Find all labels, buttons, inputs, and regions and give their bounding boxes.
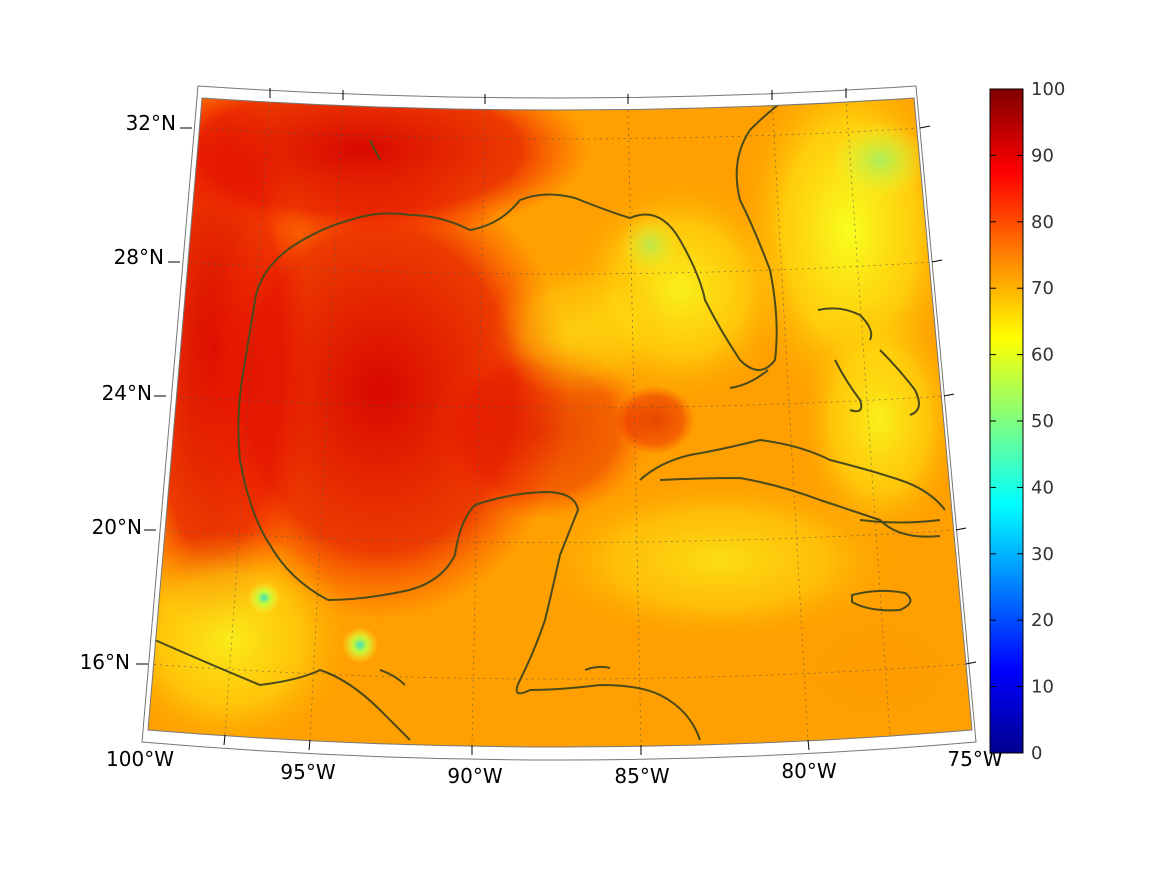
lon-label-95w: 95°W xyxy=(280,760,335,784)
frame-ticks xyxy=(136,88,977,755)
colorbar-tick-label: 100 xyxy=(1031,79,1065,100)
colorbar-tick-label: 0 xyxy=(1031,743,1042,764)
field-green-atlantic xyxy=(830,120,930,200)
coast-bahamas-2 xyxy=(834,359,863,413)
graticule xyxy=(148,98,969,746)
map-frame-inner xyxy=(147,97,973,748)
coastlines xyxy=(154,99,946,741)
colorbar-tick-label: 20 xyxy=(1031,610,1054,631)
lon-label-80w: 80°W xyxy=(781,759,836,783)
colorbar-tick-label: 50 xyxy=(1031,411,1054,432)
coast-honduras-islands xyxy=(584,665,611,671)
coast-bahamas-3 xyxy=(879,349,920,416)
coast-hispaniola xyxy=(859,519,941,524)
field-green-gulf xyxy=(620,215,680,275)
lat-label-32n: 32°N xyxy=(126,111,176,135)
lon-label-90w: 90°W xyxy=(447,764,502,788)
map-frame-outer xyxy=(141,85,977,761)
field-yellow-sw xyxy=(148,530,350,747)
lon-label-85w: 85°W xyxy=(614,764,669,788)
field-yellow-central xyxy=(540,480,900,640)
lat-label-16n: 16°N xyxy=(80,650,130,674)
lon-label-100w: 100°W xyxy=(106,747,174,771)
coast-jamaica xyxy=(851,589,912,612)
coast-pacific xyxy=(154,639,411,741)
map-panel xyxy=(148,98,972,747)
field-yellow-bahamas xyxy=(800,300,960,540)
coast-mexico-east xyxy=(327,491,579,695)
coast-bahamas-1 xyxy=(817,307,873,341)
coast-mexico-islands xyxy=(379,669,406,686)
coast-cuba-south xyxy=(659,477,941,538)
field-yellow-yucatan xyxy=(490,260,670,400)
colorbar-tick-label: 40 xyxy=(1031,477,1054,498)
colorbar-tick-label: 30 xyxy=(1031,544,1054,565)
colorbar-tick-label: 10 xyxy=(1031,677,1054,698)
coast-lake-texas xyxy=(369,139,381,161)
field-hot-cuba xyxy=(615,385,695,455)
field-spot-2 xyxy=(342,627,378,663)
colorbar-tick-label: 70 xyxy=(1031,278,1054,299)
coast-cuba xyxy=(639,439,946,511)
coast-florida-keys xyxy=(729,369,769,389)
coast-central-america xyxy=(529,684,701,741)
lat-label-24n: 24°N xyxy=(102,381,152,405)
field-hot-north xyxy=(148,98,590,240)
colorbar-tick-label: 90 xyxy=(1031,145,1054,166)
field-spot-1 xyxy=(248,582,280,614)
lat-label-20n: 20°N xyxy=(92,515,142,539)
coast-gulf-us xyxy=(237,99,786,601)
lat-label-28n: 28°N xyxy=(114,245,164,269)
colorbar-tick-label: 60 xyxy=(1031,345,1054,366)
colorbar-tick-label: 80 xyxy=(1031,212,1054,233)
latitude-labels: 32°N 28°N 24°N 20°N 16°N xyxy=(80,111,176,674)
longitude-labels: 100°W 95°W 90°W 85°W 80°W 75°W xyxy=(106,747,1003,788)
